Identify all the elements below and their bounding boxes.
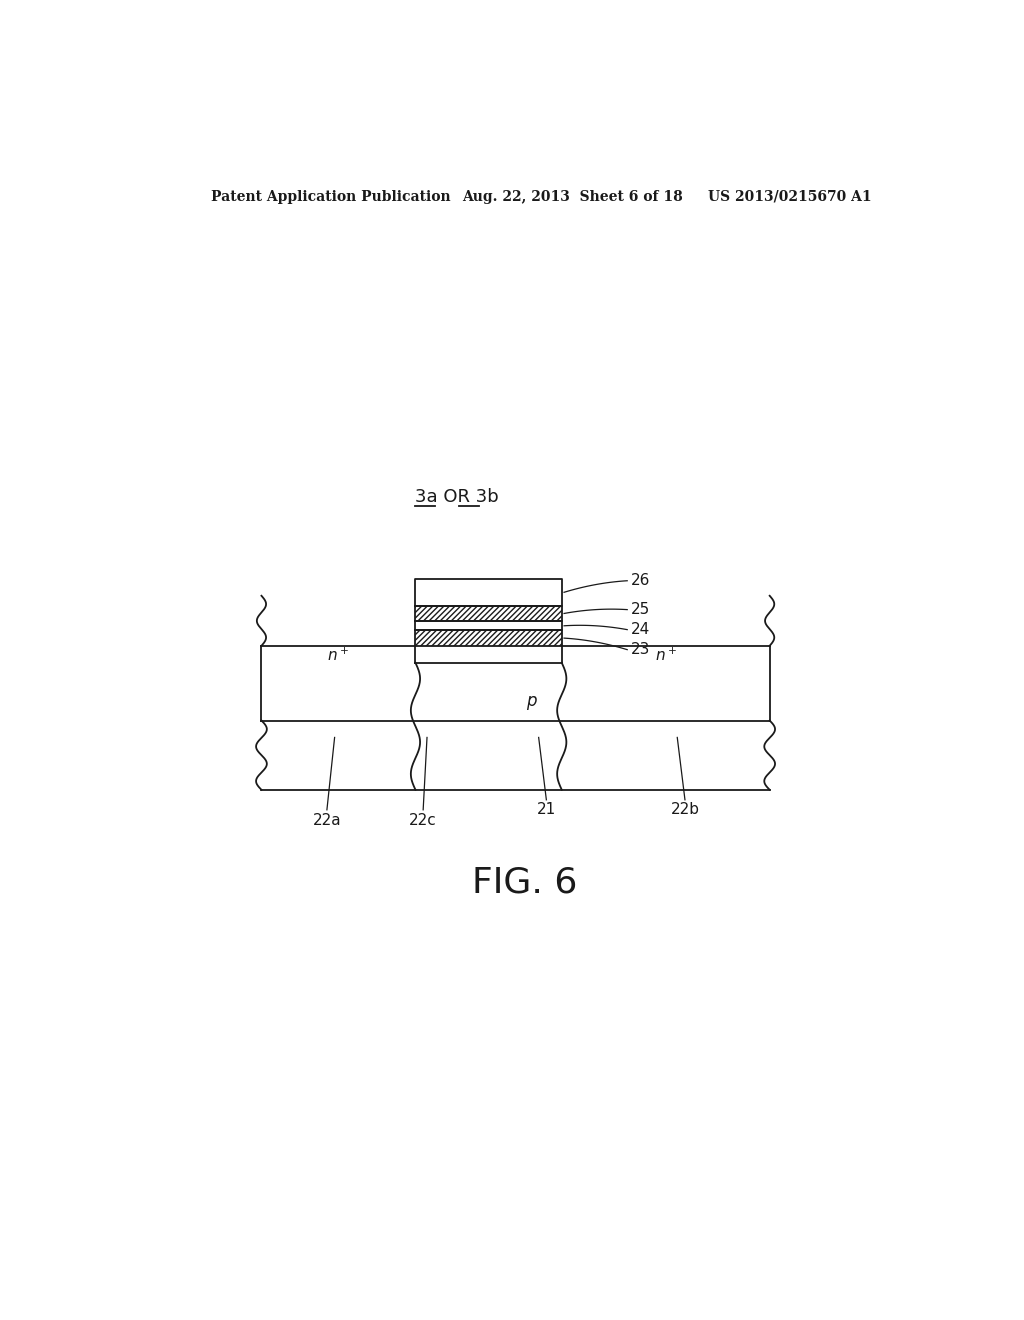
Text: Patent Application Publication: Patent Application Publication bbox=[211, 190, 451, 203]
Text: $n^+$: $n^+$ bbox=[328, 647, 349, 664]
Text: p: p bbox=[525, 692, 537, 710]
Bar bbox=[416, 578, 562, 606]
Text: 22a: 22a bbox=[312, 813, 341, 828]
Text: 21: 21 bbox=[537, 801, 556, 817]
Bar bbox=[416, 631, 562, 645]
Text: Aug. 22, 2013  Sheet 6 of 18: Aug. 22, 2013 Sheet 6 of 18 bbox=[462, 190, 682, 203]
Text: 24: 24 bbox=[631, 622, 650, 638]
Text: 22b: 22b bbox=[671, 801, 699, 817]
Text: 23: 23 bbox=[631, 642, 650, 657]
Text: 3a OR 3b: 3a OR 3b bbox=[416, 488, 500, 506]
Text: 26: 26 bbox=[631, 573, 650, 589]
Text: FIG. 6: FIG. 6 bbox=[472, 865, 578, 899]
Text: 22c: 22c bbox=[410, 813, 437, 828]
Text: US 2013/0215670 A1: US 2013/0215670 A1 bbox=[708, 190, 871, 203]
Bar bbox=[416, 622, 562, 631]
Text: 25: 25 bbox=[631, 602, 650, 618]
Text: $n^+$: $n^+$ bbox=[654, 647, 677, 664]
Bar bbox=[416, 606, 562, 622]
